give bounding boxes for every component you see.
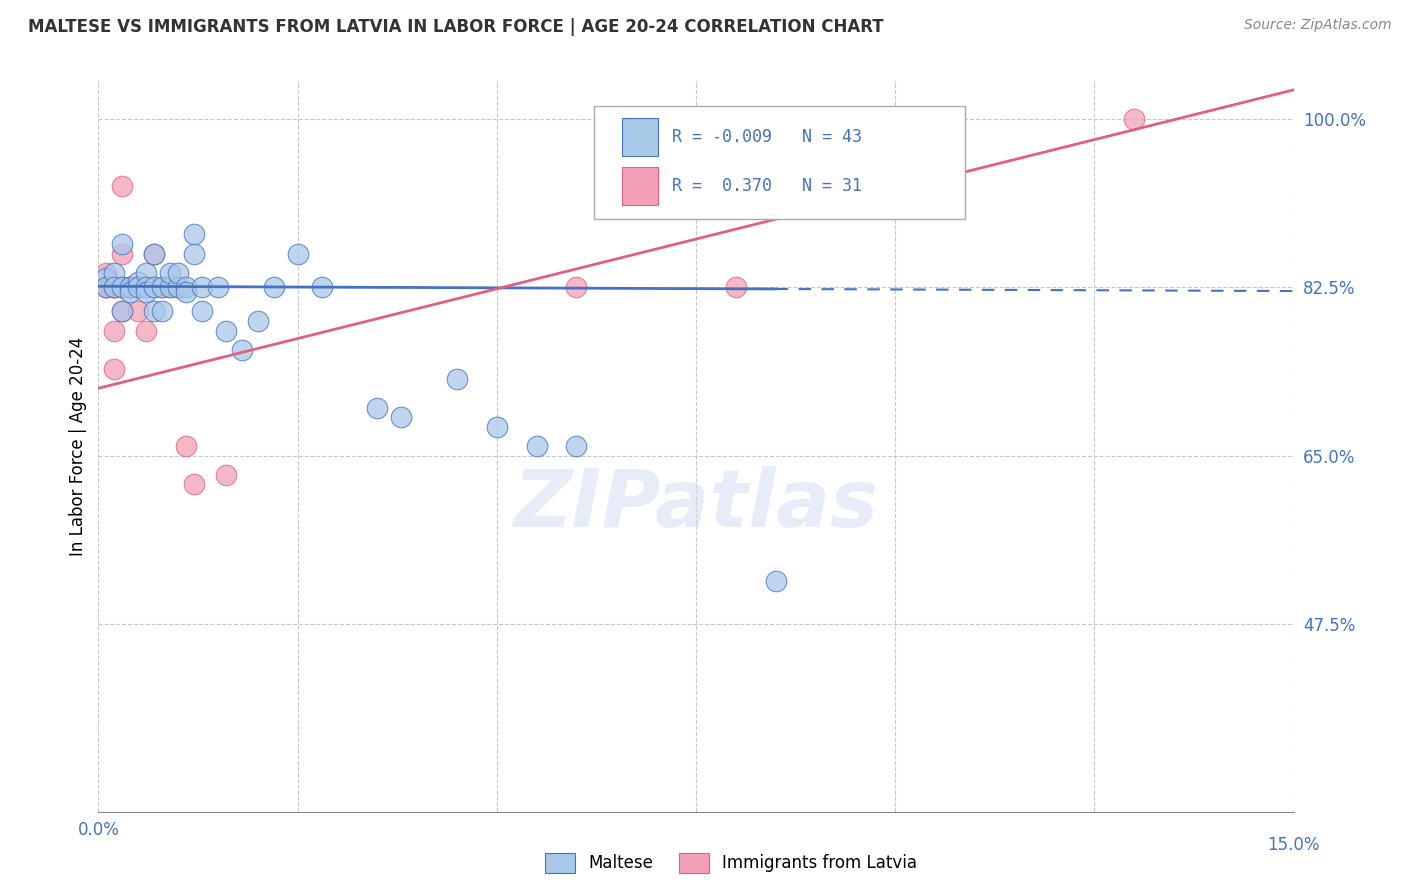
Point: [103, 280, 125, 294]
Point: [120, 280, 142, 294]
Point: [103, 280, 125, 294]
Text: Source: ZipAtlas.com: Source: ZipAtlas.com: [1244, 18, 1392, 32]
Point: [565, 439, 588, 453]
Bar: [621, 119, 658, 156]
Point: [311, 280, 333, 294]
Point: [111, 280, 134, 294]
Point: [366, 401, 388, 415]
Point: [446, 371, 468, 385]
Point: [191, 280, 214, 294]
Point: [96, 270, 118, 285]
Point: [215, 467, 238, 482]
Y-axis label: In Labor Force | Age 20-24: In Labor Force | Age 20-24: [69, 336, 87, 556]
Point: [174, 439, 197, 453]
Text: R =  0.370   N = 31: R = 0.370 N = 31: [672, 178, 862, 195]
Point: [103, 280, 125, 294]
Point: [389, 410, 412, 425]
Point: [183, 477, 205, 491]
Point: [191, 304, 214, 318]
Point: [96, 280, 118, 294]
Point: [174, 280, 197, 294]
Point: [135, 280, 157, 294]
Point: [103, 324, 125, 338]
Point: [135, 324, 157, 338]
Legend: Maltese, Immigrants from Latvia: Maltese, Immigrants from Latvia: [538, 847, 924, 880]
Point: [287, 246, 309, 260]
Point: [159, 280, 181, 294]
Point: [174, 285, 197, 299]
Point: [526, 439, 548, 453]
Point: [127, 280, 149, 294]
Point: [111, 246, 134, 260]
Point: [135, 285, 157, 299]
Point: [103, 266, 125, 280]
Bar: [621, 168, 658, 205]
Point: [127, 280, 149, 294]
Point: [111, 179, 134, 194]
Point: [207, 280, 229, 294]
Point: [150, 280, 173, 294]
Point: [231, 343, 253, 357]
Point: [127, 276, 149, 290]
Point: [724, 280, 747, 294]
FancyBboxPatch shape: [595, 106, 965, 219]
Point: [765, 574, 787, 588]
Point: [263, 280, 285, 294]
Point: [143, 280, 166, 294]
Point: [167, 280, 190, 294]
Point: [485, 419, 508, 434]
Point: [183, 246, 205, 260]
Point: [159, 280, 181, 294]
Text: 15.0%: 15.0%: [1267, 836, 1320, 854]
Point: [96, 280, 118, 294]
Point: [127, 304, 149, 318]
Point: [150, 304, 173, 318]
Point: [103, 280, 125, 294]
Point: [167, 280, 190, 294]
Point: [167, 266, 190, 280]
Point: [565, 280, 588, 294]
Point: [96, 266, 118, 280]
Point: [120, 280, 142, 294]
Point: [111, 280, 134, 294]
Point: [143, 304, 166, 318]
Point: [111, 236, 134, 251]
Text: MALTESE VS IMMIGRANTS FROM LATVIA IN LABOR FORCE | AGE 20-24 CORRELATION CHART: MALTESE VS IMMIGRANTS FROM LATVIA IN LAB…: [28, 18, 884, 36]
Point: [120, 280, 142, 294]
Point: [215, 324, 238, 338]
Text: ZIPatlas: ZIPatlas: [513, 466, 879, 543]
Point: [246, 314, 269, 328]
Point: [111, 304, 134, 318]
Point: [111, 304, 134, 318]
Point: [96, 280, 118, 294]
Point: [159, 266, 181, 280]
Point: [183, 227, 205, 242]
Point: [150, 280, 173, 294]
Point: [135, 266, 157, 280]
Point: [143, 246, 166, 260]
Point: [143, 246, 166, 260]
Text: R = -0.009   N = 43: R = -0.009 N = 43: [672, 128, 862, 146]
Point: [111, 280, 134, 294]
Point: [120, 280, 142, 294]
Point: [103, 362, 125, 376]
Point: [1123, 112, 1146, 126]
Point: [135, 280, 157, 294]
Point: [120, 285, 142, 299]
